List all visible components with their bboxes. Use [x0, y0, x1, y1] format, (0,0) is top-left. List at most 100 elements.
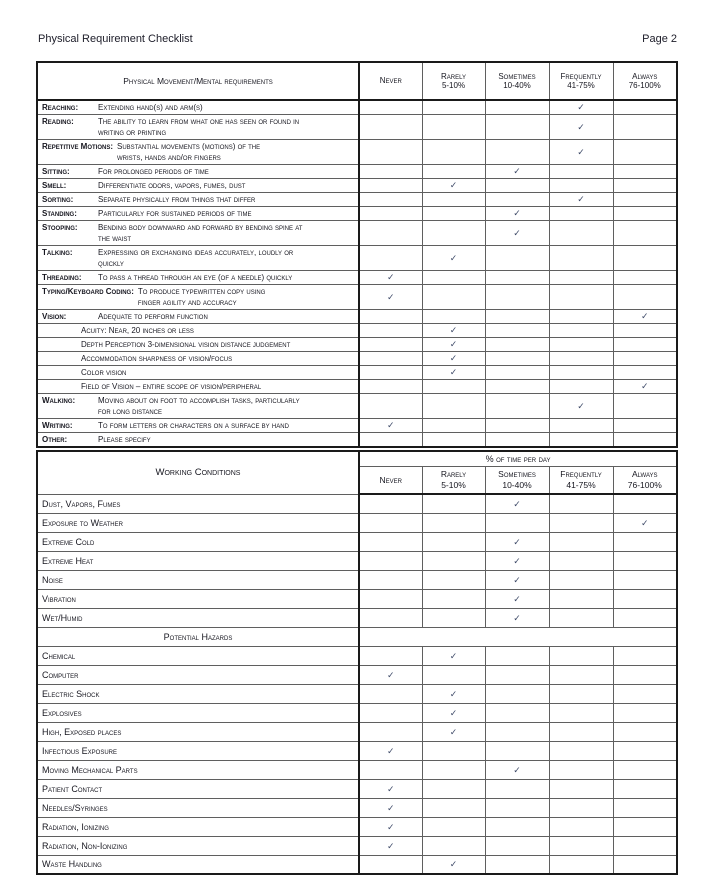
- check-cell[interactable]: [484, 721, 550, 742]
- check-cell[interactable]: ✓: [548, 139, 614, 165]
- check-cell[interactable]: [421, 816, 486, 837]
- check-cell[interactable]: ✓: [421, 351, 486, 366]
- check-cell[interactable]: [612, 740, 678, 761]
- check-cell[interactable]: [484, 139, 550, 165]
- check-cell[interactable]: [358, 531, 423, 552]
- check-cell[interactable]: [358, 493, 423, 514]
- check-cell[interactable]: [548, 759, 614, 780]
- check-cell[interactable]: [421, 759, 486, 780]
- check-cell[interactable]: [612, 835, 678, 856]
- check-cell[interactable]: [612, 351, 678, 366]
- check-cell[interactable]: [612, 206, 678, 221]
- check-cell[interactable]: [612, 854, 678, 875]
- check-cell[interactable]: [421, 114, 486, 140]
- check-cell[interactable]: [484, 432, 550, 448]
- check-cell[interactable]: [484, 797, 550, 818]
- check-cell[interactable]: [612, 270, 678, 285]
- check-cell[interactable]: ✓: [612, 512, 678, 533]
- check-cell[interactable]: [612, 797, 678, 818]
- check-cell[interactable]: [358, 220, 423, 246]
- check-cell[interactable]: [548, 512, 614, 533]
- check-cell[interactable]: ✓: [358, 778, 423, 799]
- check-cell[interactable]: [358, 512, 423, 533]
- check-cell[interactable]: [612, 569, 678, 590]
- check-cell[interactable]: ✓: [548, 393, 614, 419]
- check-cell[interactable]: [421, 99, 486, 115]
- check-cell[interactable]: [548, 816, 614, 837]
- check-cell[interactable]: ✓: [421, 323, 486, 338]
- check-cell[interactable]: ✓: [358, 664, 423, 685]
- check-cell[interactable]: ✓: [421, 337, 486, 352]
- check-cell[interactable]: [612, 645, 678, 666]
- check-cell[interactable]: [358, 721, 423, 742]
- check-cell[interactable]: [484, 740, 550, 761]
- check-cell[interactable]: [421, 164, 486, 179]
- check-cell[interactable]: [484, 512, 550, 533]
- check-cell[interactable]: [358, 309, 423, 324]
- check-cell[interactable]: ✓: [421, 683, 486, 704]
- check-cell[interactable]: [421, 418, 486, 433]
- check-cell[interactable]: [358, 192, 423, 207]
- check-cell[interactable]: [484, 192, 550, 207]
- check-cell[interactable]: [484, 379, 550, 394]
- check-cell[interactable]: [548, 418, 614, 433]
- check-cell[interactable]: [612, 365, 678, 380]
- check-cell[interactable]: ✓: [548, 114, 614, 140]
- check-cell[interactable]: ✓: [484, 531, 550, 552]
- check-cell[interactable]: [421, 607, 486, 628]
- check-cell[interactable]: ✓: [484, 220, 550, 246]
- check-cell[interactable]: [612, 664, 678, 685]
- check-cell[interactable]: [358, 206, 423, 221]
- check-cell[interactable]: [548, 531, 614, 552]
- check-cell[interactable]: [484, 854, 550, 875]
- check-cell[interactable]: [358, 365, 423, 380]
- check-cell[interactable]: ✓: [484, 164, 550, 179]
- check-cell[interactable]: ✓: [484, 588, 550, 609]
- check-cell[interactable]: [548, 365, 614, 380]
- check-cell[interactable]: [358, 164, 423, 179]
- check-cell[interactable]: [548, 379, 614, 394]
- check-cell[interactable]: [548, 778, 614, 799]
- check-cell[interactable]: [358, 759, 423, 780]
- check-cell[interactable]: [358, 550, 423, 571]
- check-cell[interactable]: [358, 432, 423, 448]
- check-cell[interactable]: [358, 178, 423, 193]
- check-cell[interactable]: [484, 245, 550, 271]
- check-cell[interactable]: [484, 645, 550, 666]
- check-cell[interactable]: [612, 220, 678, 246]
- check-cell[interactable]: [484, 365, 550, 380]
- check-cell[interactable]: [548, 664, 614, 685]
- check-cell[interactable]: [612, 778, 678, 799]
- check-cell[interactable]: [358, 569, 423, 590]
- check-cell[interactable]: [484, 393, 550, 419]
- check-cell[interactable]: ✓: [421, 854, 486, 875]
- check-cell[interactable]: [548, 683, 614, 704]
- check-cell[interactable]: [612, 114, 678, 140]
- check-cell[interactable]: [421, 493, 486, 514]
- check-cell[interactable]: [484, 664, 550, 685]
- check-cell[interactable]: [421, 206, 486, 221]
- check-cell[interactable]: [548, 588, 614, 609]
- check-cell[interactable]: [548, 337, 614, 352]
- check-cell[interactable]: [484, 816, 550, 837]
- check-cell[interactable]: [548, 245, 614, 271]
- check-cell[interactable]: [484, 270, 550, 285]
- check-cell[interactable]: [612, 164, 678, 179]
- check-cell[interactable]: ✓: [421, 645, 486, 666]
- check-cell[interactable]: [484, 702, 550, 723]
- check-cell[interactable]: [484, 309, 550, 324]
- check-cell[interactable]: ✓: [548, 192, 614, 207]
- check-cell[interactable]: [548, 569, 614, 590]
- check-cell[interactable]: [548, 835, 614, 856]
- check-cell[interactable]: [421, 550, 486, 571]
- check-cell[interactable]: ✓: [358, 270, 423, 285]
- check-cell[interactable]: [358, 607, 423, 628]
- check-cell[interactable]: [421, 569, 486, 590]
- check-cell[interactable]: [421, 512, 486, 533]
- check-cell[interactable]: [484, 778, 550, 799]
- check-cell[interactable]: [548, 351, 614, 366]
- check-cell[interactable]: [612, 683, 678, 704]
- check-cell[interactable]: [612, 245, 678, 271]
- check-cell[interactable]: [421, 797, 486, 818]
- check-cell[interactable]: [484, 178, 550, 193]
